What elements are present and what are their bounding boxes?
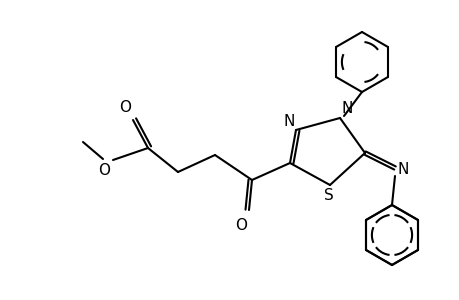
Text: N: N [397, 161, 409, 176]
Text: N: N [341, 101, 353, 116]
Text: N: N [283, 114, 294, 129]
Text: O: O [119, 100, 131, 115]
Text: O: O [98, 163, 110, 178]
Text: O: O [235, 218, 246, 233]
Text: S: S [324, 188, 333, 203]
